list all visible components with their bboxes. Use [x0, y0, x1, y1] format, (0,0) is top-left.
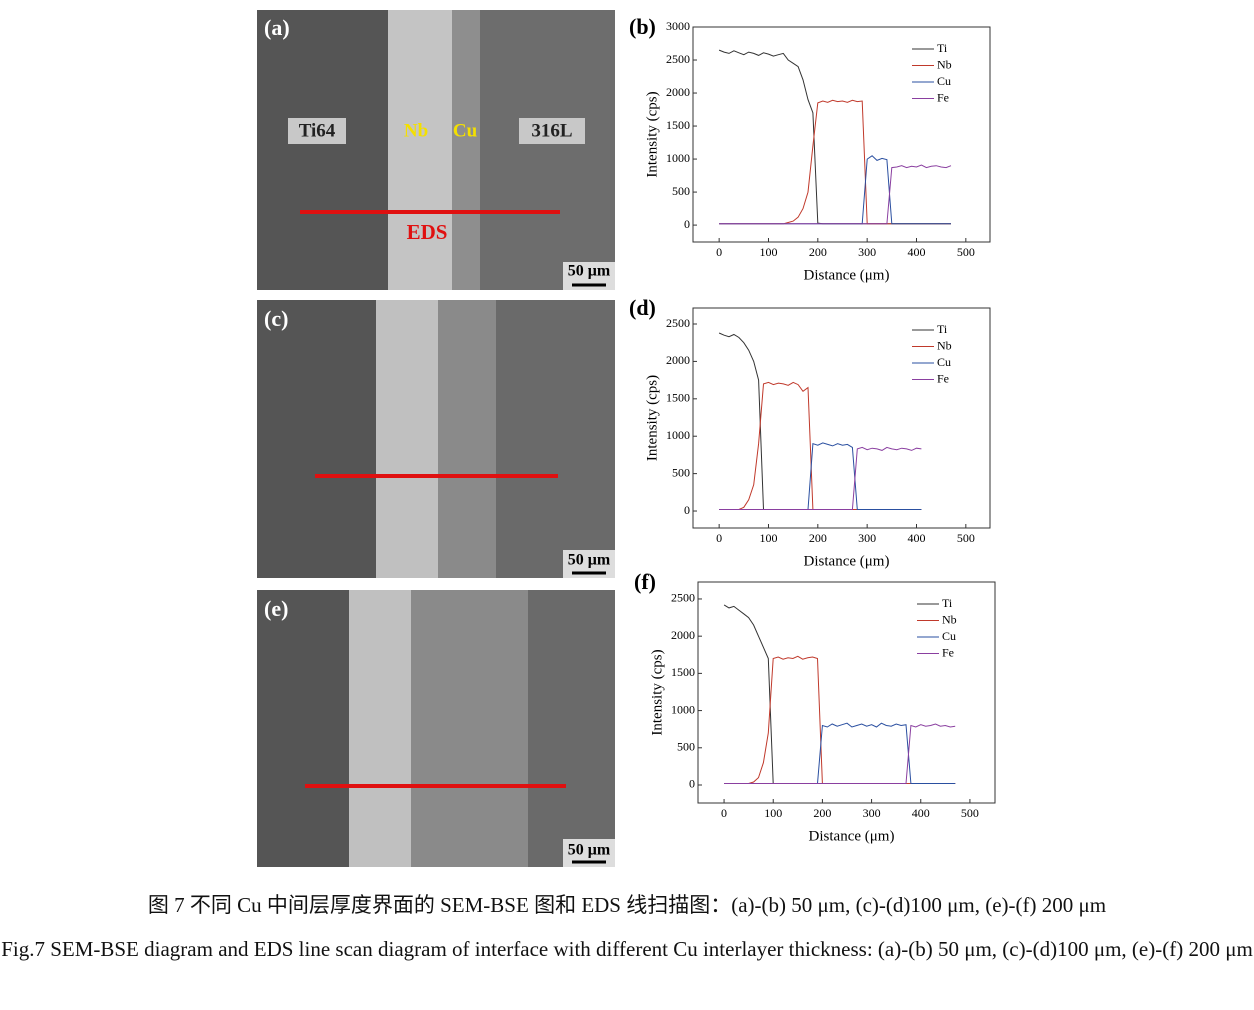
region-label: Nb — [404, 120, 428, 141]
y-tick-label: 0 — [684, 503, 690, 517]
y-tick-label: 500 — [677, 740, 695, 754]
legend-label: Fe — [942, 645, 954, 659]
x-tick-label: 200 — [809, 531, 827, 545]
legend-label: Fe — [937, 371, 949, 385]
panel-label: (e) — [264, 596, 288, 621]
y-tick-label: 500 — [672, 465, 690, 479]
y-tick-label: 2500 — [666, 316, 690, 330]
legend-label: Ti — [937, 322, 948, 336]
series-line — [724, 655, 956, 784]
x-tick-label: 300 — [863, 806, 881, 820]
y-tick-label: 1500 — [671, 665, 695, 679]
panel-label: (a) — [264, 15, 290, 40]
y-tick-label: 2000 — [666, 353, 690, 367]
series-line — [723, 604, 956, 784]
x-axis-label: Distance (μm) — [809, 828, 895, 844]
plot-frame — [697, 581, 996, 804]
y-tick-label: 2000 — [671, 628, 695, 642]
series-line — [718, 49, 951, 225]
y-tick-label: 0 — [684, 217, 690, 231]
x-tick-label: 100 — [759, 245, 777, 259]
legend-label: Nb — [942, 612, 957, 626]
legend-label: Fe — [937, 90, 949, 104]
y-tick-label: 1000 — [666, 151, 690, 165]
y-tick-label: 3000 — [666, 19, 690, 33]
legend-label: Nb — [937, 338, 952, 352]
y-tick-label: 0 — [689, 777, 695, 791]
y-axis-label: Intensity (cps) — [644, 375, 660, 461]
panel-label: (d) — [629, 295, 656, 320]
series-line — [719, 442, 922, 510]
series-line — [719, 99, 951, 225]
x-tick-label: 300 — [858, 531, 876, 545]
plot-frame — [692, 307, 991, 529]
panel-label: (b) — [629, 14, 656, 39]
line-label: EDS — [407, 220, 448, 244]
panel-label: (c) — [264, 306, 288, 331]
y-axis-label: Intensity (cps) — [649, 649, 665, 735]
legend-label: Cu — [942, 629, 956, 643]
figure: (a) Ti64 Nb Cu 316L EDS 50 μm (c) 50 μm … — [257, 10, 996, 867]
y-tick-label: 500 — [672, 184, 690, 198]
scale-bar-label: 50 μm — [568, 263, 611, 280]
region-label: Cu — [453, 120, 478, 141]
series-line — [719, 381, 922, 510]
x-tick-label: 500 — [957, 531, 975, 545]
scale-bar-label: 50 μm — [568, 842, 611, 859]
x-tick-label: 500 — [957, 245, 975, 259]
x-tick-label: 500 — [961, 806, 979, 820]
region-label: Ti64 — [299, 120, 336, 141]
y-tick-label: 1500 — [666, 391, 690, 405]
series-line — [719, 155, 951, 225]
x-tick-label: 300 — [858, 245, 876, 259]
y-tick-label: 1500 — [666, 118, 690, 132]
y-tick-label: 2000 — [666, 85, 690, 99]
caption-en: Fig.7 SEM-BSE diagram and EDS line scan … — [1, 937, 1253, 961]
series-line — [718, 332, 922, 510]
y-tick-label: 2500 — [666, 52, 690, 66]
sem-image: (c) 50 μm — [257, 300, 615, 578]
x-tick-label: 0 — [716, 245, 722, 259]
y-tick-label: 2500 — [671, 591, 695, 605]
sem-image: (a) Ti64 Nb Cu 316L EDS 50 μm — [257, 10, 615, 290]
series-line — [719, 446, 922, 510]
scale-bar-label: 50 μm — [568, 552, 611, 569]
sem-image: (e) 50 μm — [257, 590, 615, 867]
y-tick-label: 1000 — [666, 428, 690, 442]
y-axis-label: Intensity (cps) — [644, 91, 660, 177]
series-line — [719, 164, 952, 225]
x-tick-label: 0 — [716, 531, 722, 545]
legend-label: Ti — [942, 596, 953, 610]
series-line — [724, 722, 956, 784]
x-tick-label: 0 — [721, 806, 727, 820]
region-label: 316L — [531, 120, 572, 141]
panel-label: (f) — [634, 569, 656, 594]
legend-label: Cu — [937, 355, 951, 369]
y-tick-label: 1000 — [671, 702, 695, 716]
x-tick-label: 100 — [759, 531, 777, 545]
x-tick-label: 200 — [809, 245, 827, 259]
caption-zh: 图 7 不同 Cu 中间层厚度界面的 SEM-BSE 图和 EDS 线扫描图：(… — [147, 893, 1107, 917]
x-tick-label: 400 — [907, 245, 925, 259]
x-tick-label: 400 — [912, 806, 930, 820]
x-axis-label: Distance (μm) — [804, 553, 890, 569]
x-tick-label: 200 — [813, 806, 831, 820]
series-line — [724, 723, 956, 784]
x-axis-label: Distance (μm) — [804, 267, 890, 283]
x-tick-label: 100 — [764, 806, 782, 820]
x-tick-label: 400 — [907, 531, 925, 545]
legend-label: Nb — [937, 57, 952, 71]
plot-frame — [692, 26, 991, 243]
legend-label: Cu — [937, 74, 951, 88]
legend-label: Ti — [937, 41, 948, 55]
